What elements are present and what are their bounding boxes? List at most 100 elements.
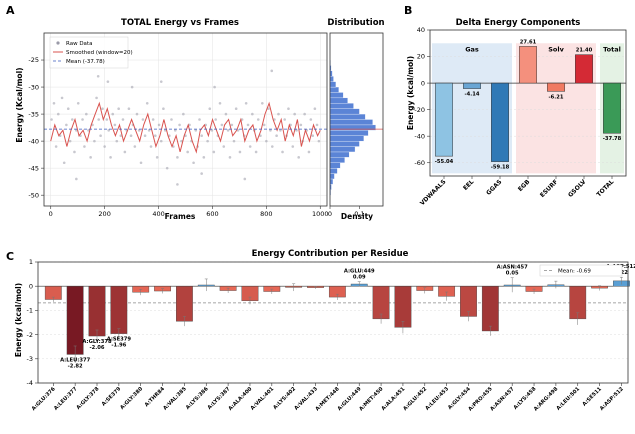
chart-c-xtick-label: A:SE511 xyxy=(582,386,604,408)
raw-data-point xyxy=(228,156,232,159)
raw-data-point xyxy=(275,134,278,138)
raw-data-point xyxy=(109,156,112,159)
residue-bar xyxy=(176,286,193,322)
panel-label-c: C xyxy=(6,250,14,263)
raw-data-point xyxy=(133,145,137,148)
bar-value-label: -59.18 xyxy=(491,165,510,171)
residue-bar xyxy=(481,286,499,332)
raw-data-point xyxy=(291,145,295,148)
raw-data-point xyxy=(93,139,96,143)
raw-data-point xyxy=(243,177,247,181)
raw-data-point xyxy=(267,107,270,110)
residue-annotation-name: A:LEU:377 xyxy=(60,357,91,363)
distribution-bar xyxy=(329,130,369,136)
chart-a-xtick-label: 800 xyxy=(260,210,272,218)
raw-data-point xyxy=(99,134,102,138)
raw-data-point xyxy=(188,123,191,127)
raw-data-point xyxy=(194,129,198,132)
raw-data-point xyxy=(200,172,203,175)
residue-bar xyxy=(110,286,128,334)
raw-data-point xyxy=(165,166,169,170)
chart-b-ytick-label: 20 xyxy=(417,53,425,61)
raw-data-point xyxy=(213,85,216,89)
bar-value-label: -37.78 xyxy=(603,136,622,142)
raw-data-point xyxy=(137,129,141,132)
raw-data-point xyxy=(281,150,284,154)
raw-data-point xyxy=(311,134,315,138)
residue-annotation-name: A:SE379 xyxy=(107,337,132,343)
raw-data-point xyxy=(261,101,264,105)
raw-data-point xyxy=(309,118,313,121)
raw-data-point xyxy=(295,129,298,132)
distribution-bar xyxy=(329,108,360,115)
panel-label-b: B xyxy=(404,4,412,17)
raw-data-point xyxy=(52,101,56,105)
chart-c-xtick-label: A:VAL:401 xyxy=(250,386,276,412)
raw-data-point xyxy=(315,123,319,127)
raw-data-point xyxy=(159,139,163,143)
raw-data-point xyxy=(262,123,266,127)
raw-data-point xyxy=(135,112,139,116)
raw-data-point xyxy=(123,150,127,154)
raw-data-point xyxy=(180,139,183,143)
raw-data-point xyxy=(130,85,134,89)
chart-c-ytick-label: -1 xyxy=(27,307,33,315)
chart-b-ytick-label: -40 xyxy=(414,132,425,140)
raw-data-point xyxy=(96,74,100,78)
distribution-bar xyxy=(329,103,354,109)
bar-value-label: -55.04 xyxy=(435,159,454,165)
chart-b-ytick-label: -60 xyxy=(414,159,425,167)
raw-data-point xyxy=(244,101,248,105)
residue-annotation-name: A:GLU:449 xyxy=(344,269,375,275)
raw-data-point xyxy=(279,129,282,132)
chart-c-xtick-label: A:THR84 xyxy=(144,386,166,408)
raw-data-point xyxy=(65,123,68,127)
raw-data-point xyxy=(270,145,274,148)
distribution-bar xyxy=(329,135,365,142)
raw-data-point xyxy=(127,107,131,110)
chart-b-xtick-label: GSOLV xyxy=(567,178,588,199)
chart-c-frame xyxy=(37,261,629,384)
legend-raw-label: Raw Data xyxy=(66,41,92,47)
raw-data-point xyxy=(103,145,106,148)
raw-data-point xyxy=(66,107,70,110)
chart-c-legend: Mean: -0.69 xyxy=(539,264,623,277)
raw-data-point xyxy=(178,123,181,127)
chart-a-ytick-label: -35 xyxy=(28,110,39,118)
distribution-bar xyxy=(329,86,339,93)
raw-data-point xyxy=(71,118,74,121)
chart-c-xtick-label: A:LEU:501 xyxy=(556,386,582,412)
distribution-bar xyxy=(329,173,335,180)
raw-data-point xyxy=(155,156,159,159)
distribution-bar xyxy=(329,140,360,147)
raw-data-point xyxy=(129,134,133,138)
chart-b-ylabel: Energy (kcal/mol) xyxy=(406,56,415,130)
residue-annotation-name: A:GLY:378 xyxy=(82,339,112,345)
residue-bar xyxy=(88,286,106,337)
raw-data-point xyxy=(186,150,189,154)
chart-b-ytick-label: -20 xyxy=(414,106,425,114)
distribution-bar xyxy=(329,168,338,174)
raw-data-point xyxy=(210,129,214,132)
chart-c-xtick-label: A:ASP:512 xyxy=(599,386,625,412)
chart-a-xtick-label: 1000 xyxy=(312,210,329,218)
chart-a-ytick-label: -50 xyxy=(28,191,39,199)
chart-b-xtick-label: VDWAALS xyxy=(419,178,448,207)
raw-data-point xyxy=(299,123,303,127)
chart-b-xtick-label: EEL xyxy=(462,178,476,192)
chart-a-distribution: Distribution 0 0.1 Density xyxy=(327,18,384,221)
raw-data-point xyxy=(202,156,206,159)
raw-data-point xyxy=(224,112,228,116)
raw-data-point xyxy=(117,107,120,110)
raw-data-point xyxy=(54,145,58,148)
raw-data-point xyxy=(73,150,76,154)
raw-data-point xyxy=(101,107,104,110)
bar-value-label: -6.21 xyxy=(549,94,564,100)
chart-b-xtick-label: ESURF xyxy=(539,178,560,199)
chart-b-xtick-label: TOTAL xyxy=(595,178,615,198)
raw-data-point xyxy=(154,134,157,138)
chart-a-xtick-label: 0 xyxy=(49,210,53,218)
chart-c-ylabel: Energy (kcal/mol) xyxy=(14,283,23,357)
raw-data-point xyxy=(145,101,149,105)
distribution-bar xyxy=(329,81,337,88)
